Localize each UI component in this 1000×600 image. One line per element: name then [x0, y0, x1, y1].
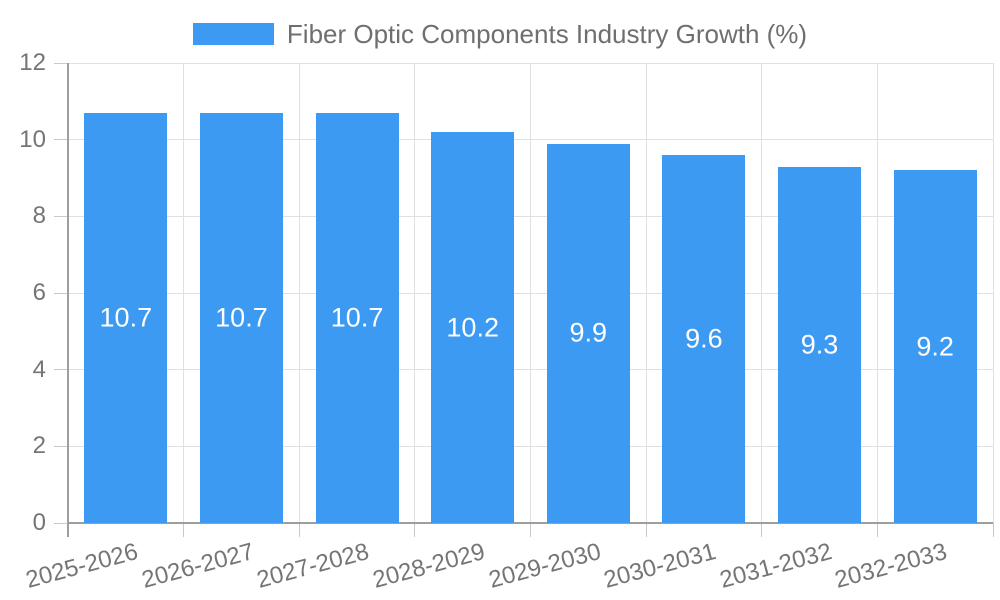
x-axis-tick-label: 2032-2033 [832, 538, 951, 594]
bar-value-label: 9.2 [916, 331, 954, 362]
x-gridline [876, 63, 878, 523]
x-gridline [992, 63, 994, 523]
bar [778, 166, 862, 523]
y-axis-tick-label: 4 [32, 355, 46, 383]
y-axis-tick-label: 12 [19, 49, 46, 76]
x-gridline [298, 63, 300, 523]
y-axis-tick [54, 139, 68, 141]
y-axis-tick [54, 522, 68, 524]
x-axis-tick-label: 2030-2031 [601, 538, 719, 594]
bar-value-label: 10.2 [446, 312, 499, 342]
x-axis-tick [876, 523, 878, 537]
x-axis-tick-label: 2025-2026 [22, 538, 141, 594]
x-axis-tick [761, 523, 763, 537]
x-axis-tick-label: 2026-2027 [138, 538, 257, 594]
x-axis-line [68, 522, 993, 524]
x-axis-tick [414, 523, 416, 537]
x-gridline [645, 63, 647, 523]
y-axis-tick-label: 10 [19, 125, 46, 153]
x-axis-tick [530, 523, 531, 537]
y-axis-tick [54, 445, 68, 447]
y-axis-tick [54, 62, 68, 64]
bar-value-label: 9.6 [685, 323, 723, 354]
bar [893, 170, 977, 523]
y-axis-tick [54, 292, 68, 294]
bar-value-label: 10.7 [99, 302, 153, 333]
x-gridline [414, 63, 416, 523]
y-axis-tick-label: 0 [32, 509, 46, 536]
x-axis-tick-label: 2027-2028 [254, 538, 373, 594]
y-axis-line [67, 63, 69, 537]
x-axis-tick [645, 523, 647, 537]
y-axis-tick-label: 6 [32, 279, 46, 306]
bar [315, 112, 399, 523]
x-axis-tick-label: 2031-2032 [716, 538, 835, 594]
bar [84, 112, 168, 523]
legend-label: Fiber Optic Components Industry Growth (… [286, 19, 808, 49]
x-axis-tick-label: 2028-2029 [369, 538, 488, 594]
y-axis-tick [54, 215, 68, 217]
bar [431, 132, 515, 523]
bar-value-label: 9.3 [800, 329, 839, 360]
x-axis-tick [992, 523, 994, 537]
x-gridline [183, 63, 185, 523]
bar [546, 143, 630, 523]
x-gridline [761, 63, 763, 523]
bar [199, 112, 283, 523]
legend: Fiber Optic Components Industry Growth (… [0, 20, 1000, 48]
bar-value-label: 9.9 [569, 317, 608, 348]
legend-swatch [192, 23, 274, 45]
bar [662, 155, 746, 523]
x-axis-tick-label: 2029-2030 [485, 538, 604, 594]
x-axis-tick [298, 523, 300, 537]
y-axis-tick-label: 2 [32, 432, 46, 460]
x-axis-tick [183, 523, 185, 537]
y-axis-tick [54, 369, 68, 371]
bar-value-label: 10.7 [215, 302, 268, 333]
bar-value-label: 10.7 [330, 302, 384, 333]
y-axis-tick-label: 8 [32, 202, 46, 230]
x-gridline [530, 63, 531, 523]
